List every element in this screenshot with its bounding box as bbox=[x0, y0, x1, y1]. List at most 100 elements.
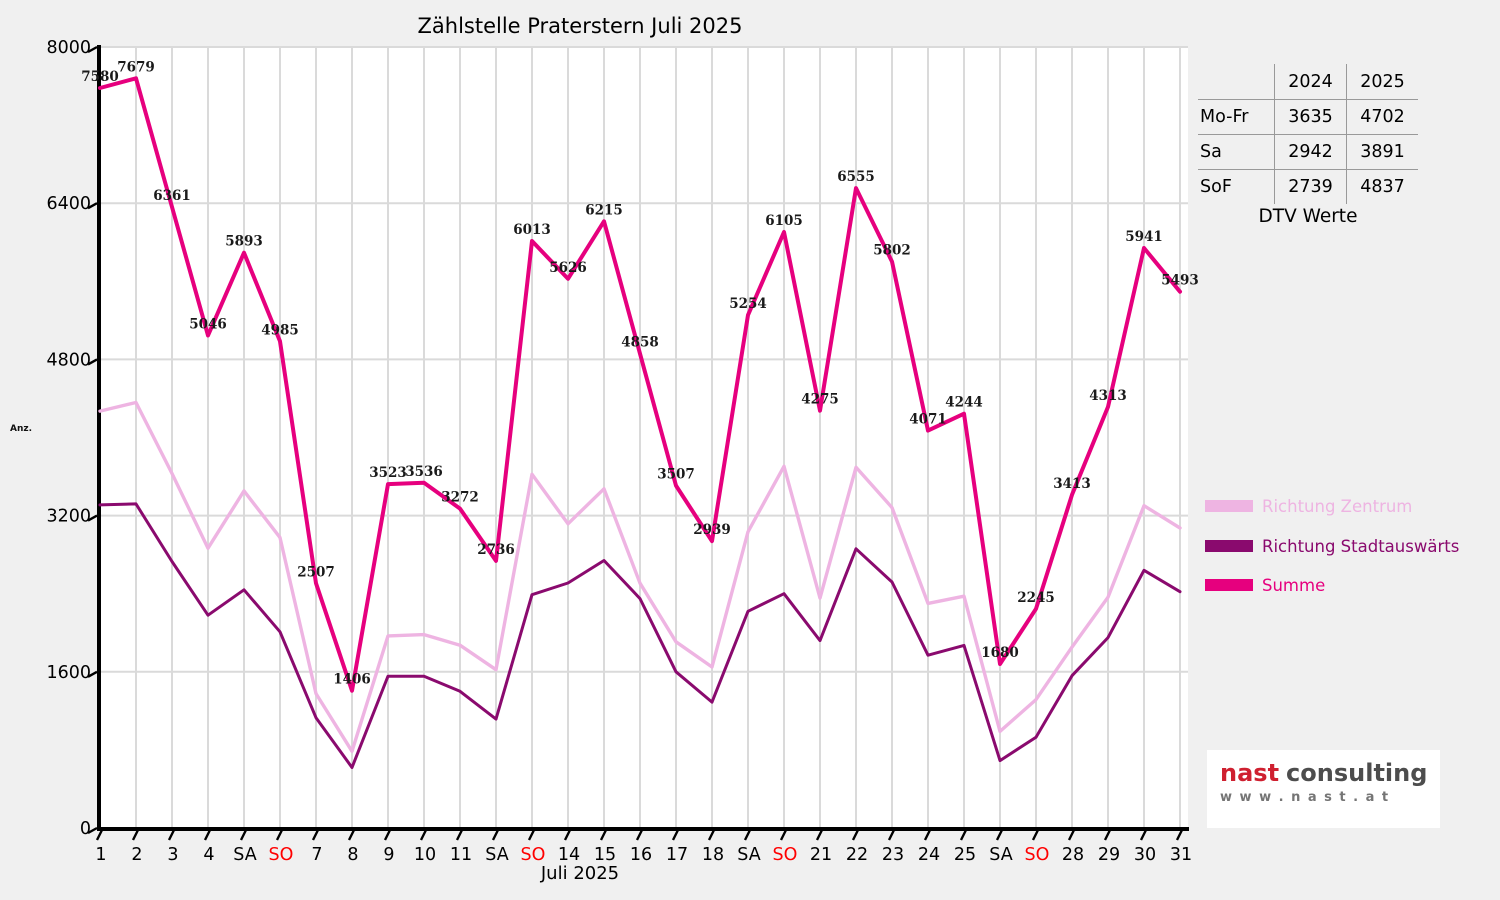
data-label: 6013 bbox=[513, 222, 551, 238]
x-tick bbox=[779, 829, 788, 841]
data-label: 6105 bbox=[765, 213, 803, 229]
x-tick bbox=[599, 829, 608, 841]
data-label: 4985 bbox=[261, 322, 299, 338]
x-tick-label: 22 bbox=[846, 845, 868, 865]
y-tick-label: 4800 bbox=[46, 350, 91, 370]
x-tick-label: 28 bbox=[1062, 845, 1084, 865]
x-tick bbox=[851, 829, 860, 841]
x-tick bbox=[1139, 829, 1148, 841]
data-label: 4071 bbox=[909, 412, 947, 428]
x-tick-label-sunday: SO bbox=[269, 845, 294, 865]
x-tick-label-sunday: SO bbox=[521, 845, 546, 865]
x-tick bbox=[239, 829, 248, 841]
data-label: 5493 bbox=[1161, 273, 1199, 289]
data-label: 2245 bbox=[1017, 590, 1055, 606]
table-cell: 4837 bbox=[1346, 169, 1418, 204]
logo-wordmark: nast consulting bbox=[1220, 760, 1440, 786]
x-tick bbox=[491, 829, 500, 841]
x-tick bbox=[383, 829, 392, 841]
x-tick bbox=[671, 829, 680, 841]
x-tick-label-sunday: SO bbox=[773, 845, 798, 865]
x-tick bbox=[959, 829, 968, 841]
x-tick bbox=[707, 829, 716, 841]
series-line-richtung-zentrum bbox=[98, 400, 1182, 753]
legend-swatch-summe bbox=[1205, 579, 1253, 591]
x-tick bbox=[635, 829, 644, 841]
table-header-2025: 2025 bbox=[1346, 64, 1418, 99]
legend-label-zentrum: Richtung Zentrum bbox=[1262, 496, 1413, 516]
x-tick-label: 21 bbox=[810, 845, 832, 865]
data-label: 4244 bbox=[945, 395, 983, 411]
nast-consulting-logo: nast consulting w w w . n a s t . a t bbox=[1207, 750, 1440, 828]
table-cell: 2942 bbox=[1274, 134, 1346, 169]
data-label: 3523 bbox=[369, 465, 407, 481]
plot-area bbox=[100, 47, 1188, 828]
legend-item-zentrum: Richtung Zentrum bbox=[1205, 494, 1412, 518]
x-tick bbox=[167, 829, 176, 841]
data-label: 2507 bbox=[297, 564, 335, 580]
data-label: 2939 bbox=[693, 522, 731, 538]
data-label: 3536 bbox=[405, 464, 443, 480]
table-cell: 3635 bbox=[1274, 99, 1346, 134]
chart-title: Zählstelle Praterstern Juli 2025 bbox=[417, 14, 743, 38]
x-tick-label: 24 bbox=[918, 845, 940, 865]
x-tick bbox=[995, 829, 1004, 841]
y-tick bbox=[87, 358, 98, 366]
x-tick-label: 25 bbox=[954, 845, 976, 865]
x-tick-label: 16 bbox=[630, 845, 652, 865]
x-tick bbox=[131, 829, 140, 841]
x-tick bbox=[1103, 829, 1112, 841]
logo-brand-text: nast bbox=[1220, 759, 1280, 787]
x-tick-label: 29 bbox=[1098, 845, 1120, 865]
legend-swatch-stadtauswaerts bbox=[1205, 540, 1253, 552]
data-label: 5254 bbox=[729, 296, 767, 312]
legend-item-summe: Summe bbox=[1205, 573, 1325, 597]
x-tick-label: 17 bbox=[666, 845, 688, 865]
x-tick bbox=[923, 829, 932, 841]
x-tick-label: 8 bbox=[347, 845, 358, 865]
data-label: 6555 bbox=[837, 169, 875, 185]
data-label: 4858 bbox=[621, 335, 659, 351]
x-tick-label: 1 bbox=[95, 845, 106, 865]
x-tick-label: 15 bbox=[594, 845, 616, 865]
series-line-richtung-stadtauswaerts bbox=[98, 502, 1182, 769]
table-header-2024: 2024 bbox=[1274, 64, 1346, 99]
data-label: 2736 bbox=[477, 542, 515, 558]
x-tick-label: 10 bbox=[414, 845, 436, 865]
x-tick-label: 23 bbox=[882, 845, 904, 865]
data-label: 7679 bbox=[117, 59, 155, 75]
x-tick-label: 7 bbox=[311, 845, 322, 865]
x-tick bbox=[347, 829, 356, 841]
data-label: 5893 bbox=[225, 234, 263, 250]
x-tick bbox=[455, 829, 464, 841]
y-tick bbox=[87, 514, 98, 522]
y-tick bbox=[87, 670, 98, 678]
x-tick bbox=[1031, 829, 1040, 841]
x-tick-label: 4 bbox=[203, 845, 214, 865]
y-tick-label: 0 bbox=[80, 819, 91, 839]
x-tick bbox=[815, 829, 824, 841]
x-tick bbox=[203, 829, 212, 841]
x-tick-label: 11 bbox=[450, 845, 472, 865]
x-tick-label: SA bbox=[233, 845, 256, 865]
data-label: 5626 bbox=[549, 260, 587, 276]
table-cell: 4702 bbox=[1346, 99, 1418, 134]
x-tick-label: 18 bbox=[702, 845, 724, 865]
y-tick-label: 8000 bbox=[46, 38, 91, 58]
x-tick bbox=[527, 829, 536, 841]
legend-label-stadtauswaerts: Richtung Stadtauswärts bbox=[1262, 536, 1460, 556]
x-tick-label: 30 bbox=[1134, 845, 1156, 865]
x-tick-label: SA bbox=[989, 845, 1012, 865]
legend-label-summe: Summe bbox=[1262, 575, 1326, 595]
data-label: 5802 bbox=[873, 243, 911, 259]
dtv-table: 2024 2025 Mo-Fr 3635 4702 Sa 2942 3891 S… bbox=[1198, 64, 1418, 204]
x-tick-label-sunday: SO bbox=[1025, 845, 1050, 865]
table-row-label: Mo-Fr bbox=[1198, 99, 1274, 134]
table-cell: 2739 bbox=[1274, 169, 1346, 204]
x-tick-label: SA bbox=[485, 845, 508, 865]
table-corner-cell bbox=[1198, 64, 1274, 99]
data-label: 6361 bbox=[153, 188, 191, 204]
x-tick bbox=[311, 829, 320, 841]
x-axis-line bbox=[97, 827, 1189, 831]
